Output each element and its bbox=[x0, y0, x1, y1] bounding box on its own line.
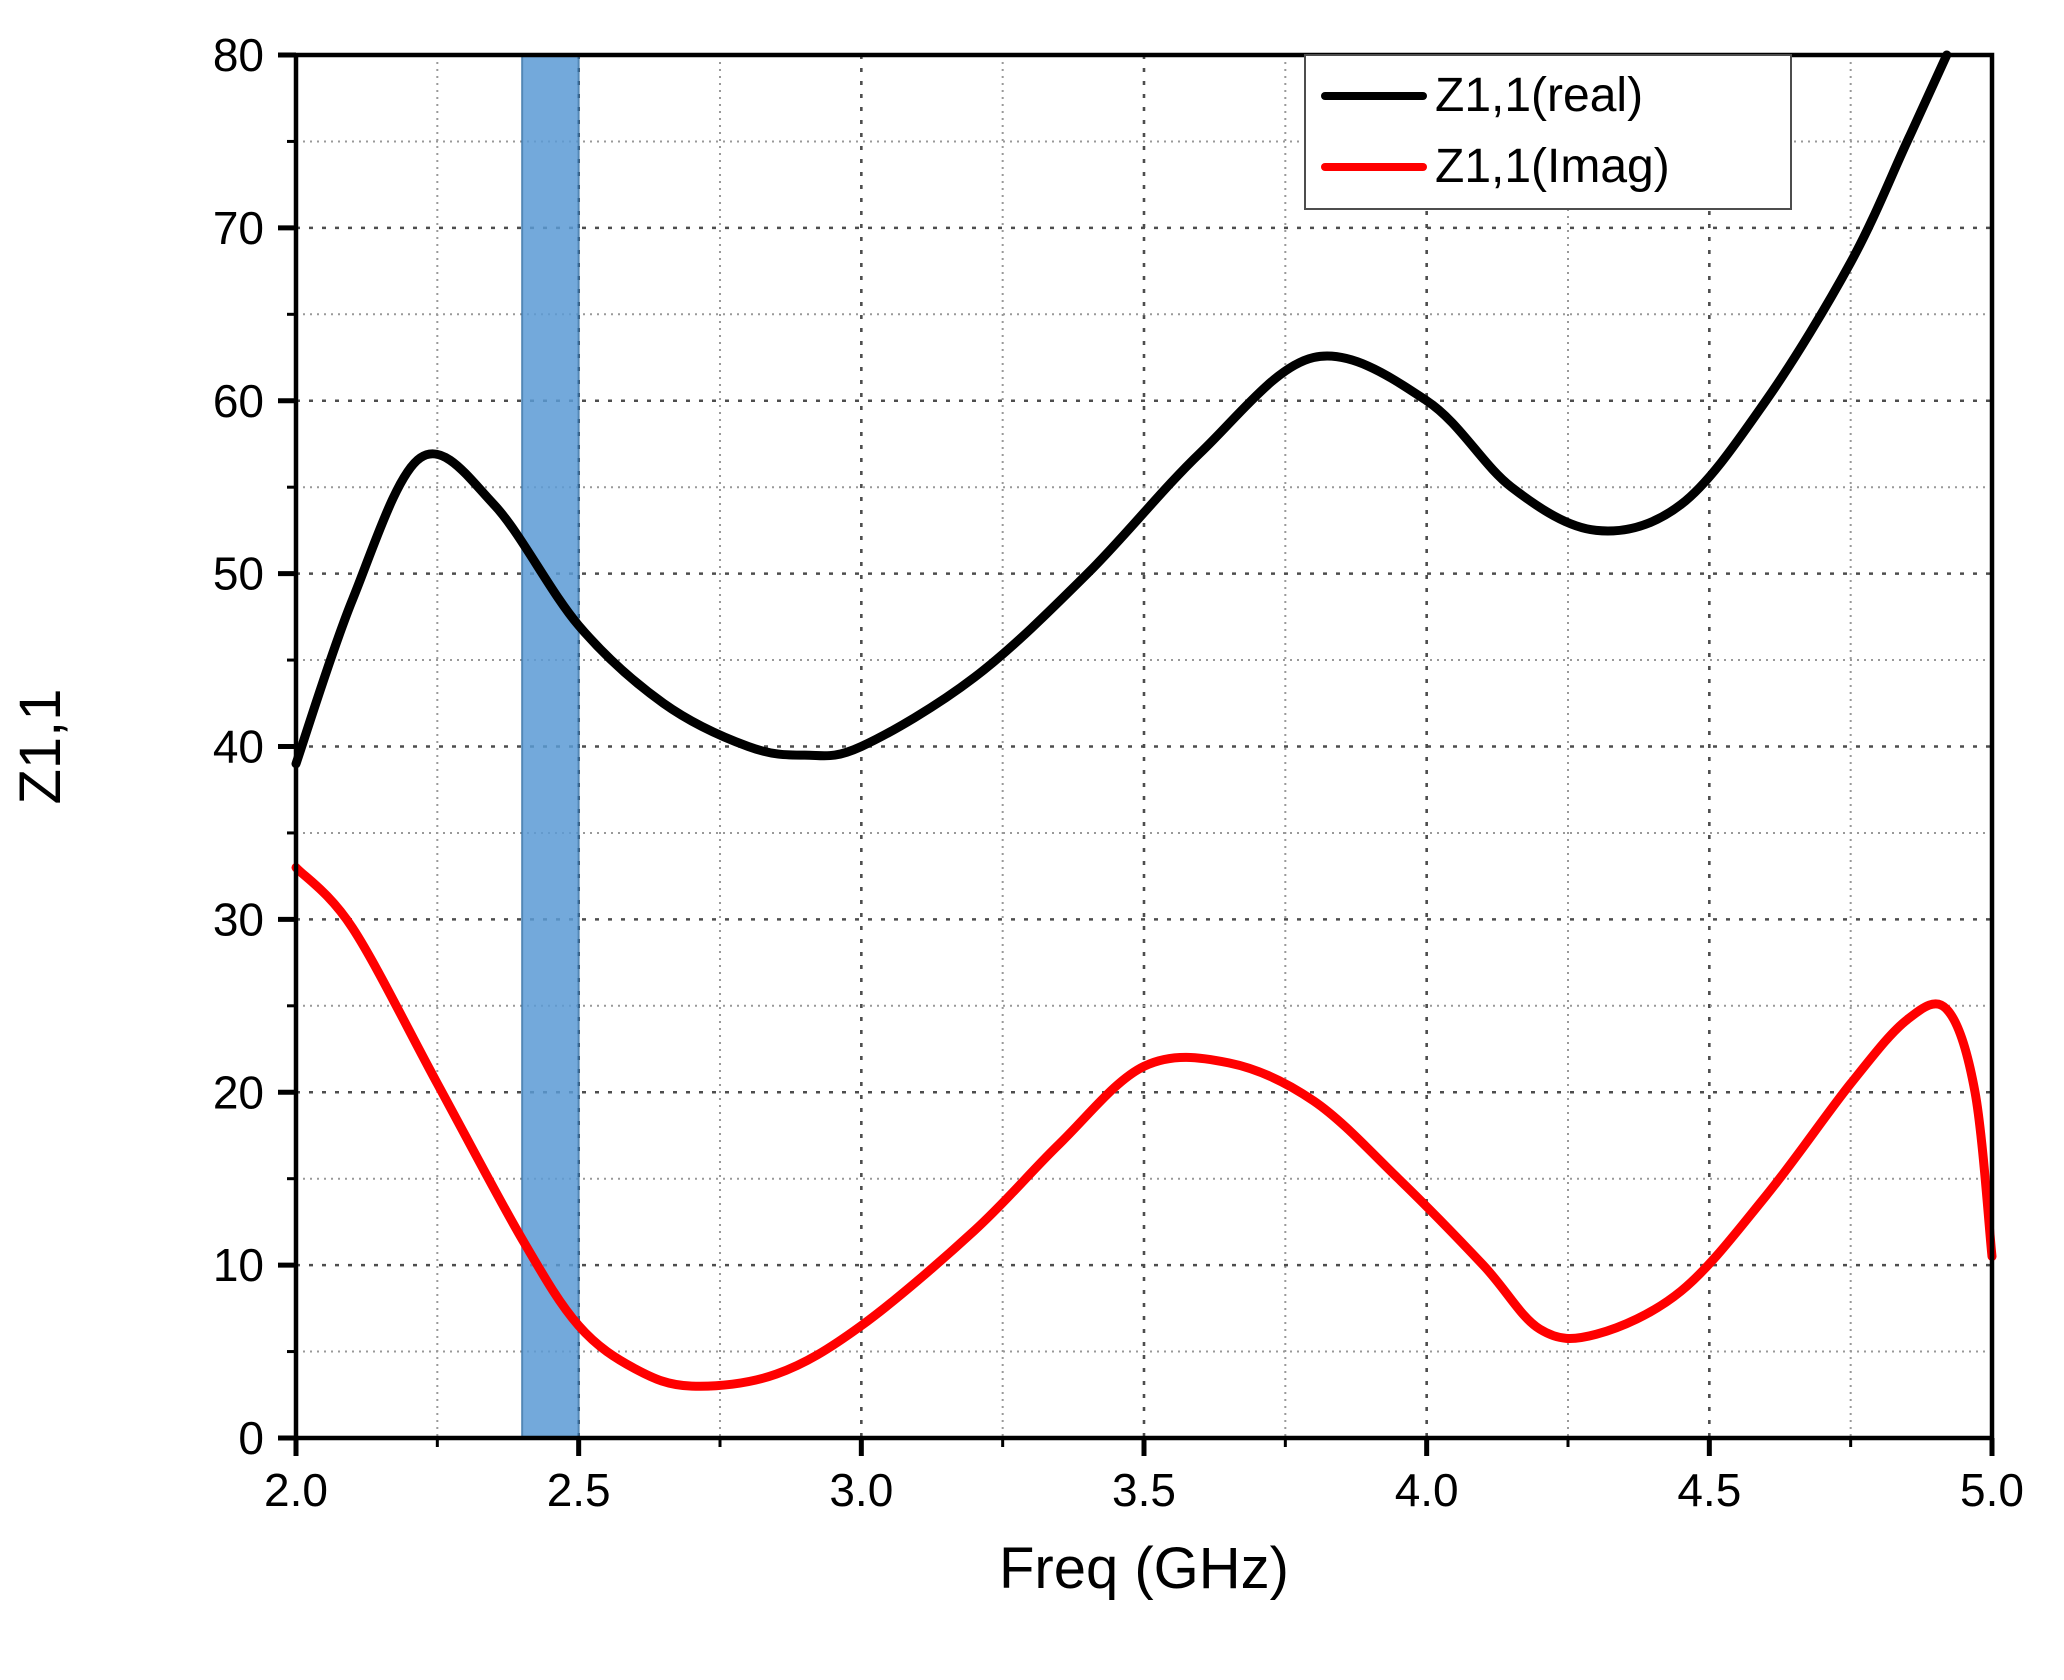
svg-text:4.5: 4.5 bbox=[1677, 1464, 1741, 1516]
svg-text:5.0: 5.0 bbox=[1960, 1464, 2024, 1516]
svg-text:Freq (GHz): Freq (GHz) bbox=[999, 1536, 1289, 1601]
svg-text:30: 30 bbox=[213, 893, 264, 945]
svg-text:0: 0 bbox=[238, 1412, 264, 1464]
svg-text:3.5: 3.5 bbox=[1112, 1464, 1176, 1516]
svg-text:50: 50 bbox=[213, 548, 264, 600]
svg-text:4.0: 4.0 bbox=[1395, 1464, 1459, 1516]
svg-text:Z1,1(real): Z1,1(real) bbox=[1435, 69, 1643, 122]
svg-text:2.5: 2.5 bbox=[547, 1464, 611, 1516]
svg-text:20: 20 bbox=[213, 1066, 264, 1118]
svg-text:3.0: 3.0 bbox=[829, 1464, 893, 1516]
svg-text:2.0: 2.0 bbox=[264, 1464, 328, 1516]
svg-text:40: 40 bbox=[213, 721, 264, 773]
svg-text:10: 10 bbox=[213, 1239, 264, 1291]
svg-text:60: 60 bbox=[213, 375, 264, 427]
svg-text:70: 70 bbox=[213, 202, 264, 254]
svg-text:Z1,1: Z1,1 bbox=[8, 688, 73, 804]
svg-text:80: 80 bbox=[213, 29, 264, 81]
svg-text:Z1,1(Imag): Z1,1(Imag) bbox=[1435, 140, 1670, 193]
